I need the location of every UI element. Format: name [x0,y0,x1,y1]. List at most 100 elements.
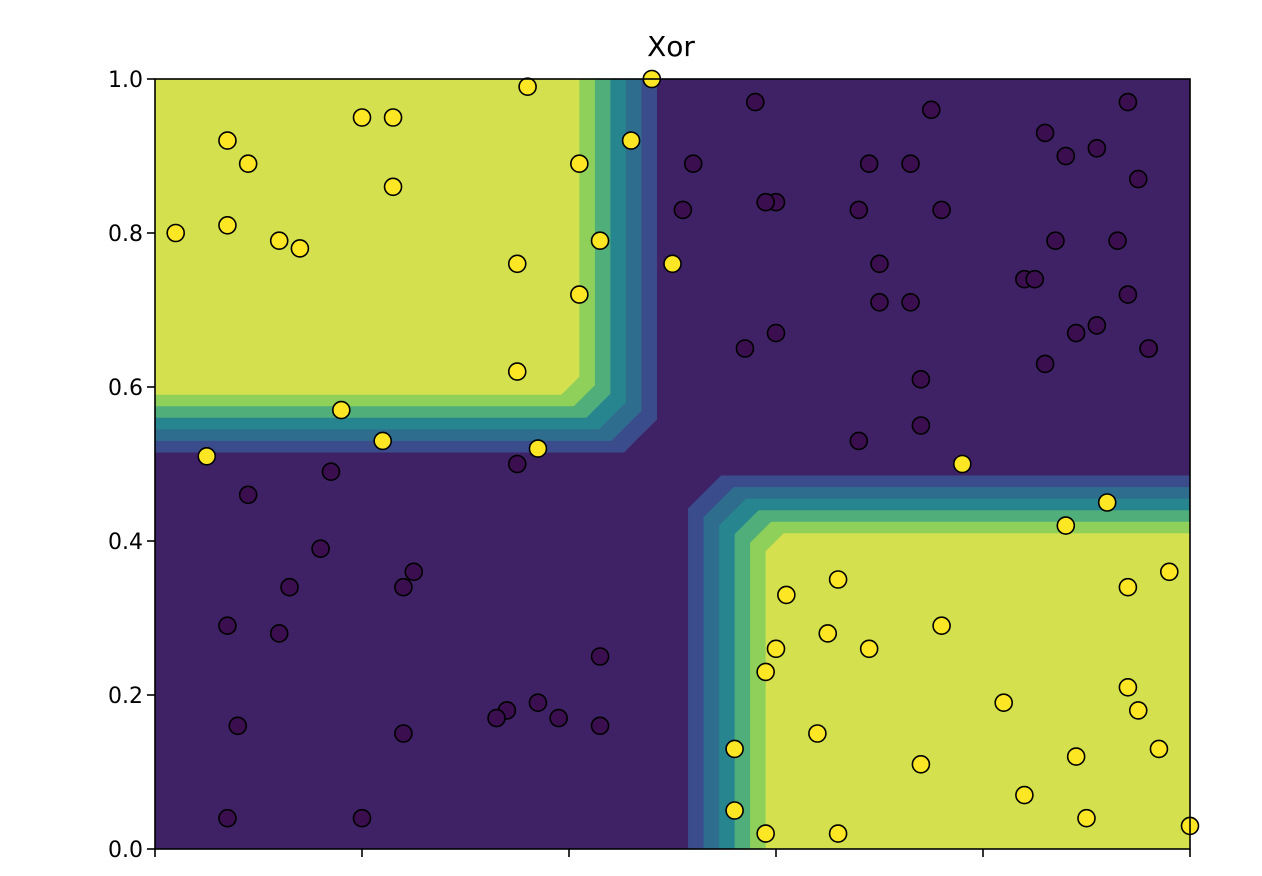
point-class-1 [1066,747,1086,766]
point-class-0 [280,577,299,597]
y-tick-label: 0.4 [108,530,143,555]
point-class-1 [1118,577,1138,597]
point-class-1 [828,824,848,843]
point-class-0 [911,416,931,435]
point-class-1 [818,624,838,643]
point-class-1 [218,131,237,150]
point-class-0 [528,693,548,713]
point-class-1 [218,216,237,235]
point-class-1 [621,131,641,150]
point-class-1 [383,177,403,197]
point-class-0 [870,254,889,274]
point-class-0 [590,716,610,736]
point-class-1 [1097,493,1117,512]
point-class-1 [859,639,879,659]
point-class-0 [735,339,755,358]
point-class-0 [1128,169,1148,189]
point-class-1 [528,439,548,458]
point-class-1 [756,824,775,843]
point-class-0 [1108,231,1127,250]
point-class-0 [870,292,889,312]
point-class-0 [932,200,951,220]
point-class-0 [311,539,330,559]
point-class-0 [756,192,775,212]
point-class-1 [1015,785,1034,805]
point-class-0 [549,708,568,728]
point-class-0 [507,454,527,474]
point-class-1 [994,693,1014,713]
point-class-0 [321,462,341,482]
point-class-0 [673,200,693,220]
point-class-1 [197,446,217,466]
point-class-0 [1118,285,1138,304]
point-class-0 [901,292,920,312]
point-class-0 [218,616,237,636]
point-class-1 [269,231,289,250]
point-class-1 [725,801,744,820]
point-class-0 [394,577,413,597]
point-class-1 [932,616,951,636]
point-class-0 [859,154,879,173]
point-class-0 [1056,146,1076,166]
point-class-1 [1149,739,1169,759]
point-class-0 [1087,316,1107,335]
scatter-points [166,69,1200,843]
point-class-1 [725,739,744,759]
point-class-1 [1160,562,1179,582]
y-tick-label: 0.0 [108,838,143,863]
point-class-1 [166,223,185,243]
point-class-1 [1128,701,1148,720]
point-class-0 [849,200,869,220]
point-class-0 [228,716,248,736]
axes: 0.0 0.2 0.4 0.6 0.8 1.0 [108,68,1191,863]
y-tick-label: 1.0 [108,68,143,93]
point-class-1 [352,108,372,127]
point-class-1 [518,77,537,96]
point-class-1 [238,154,258,173]
y-tick-label: 0.8 [108,222,143,247]
y-tick-label: 0.2 [108,684,143,709]
y-tick-label: 0.6 [108,376,143,401]
chart-title: Xor [647,30,695,63]
point-class-1 [590,231,610,250]
point-class-0 [683,154,703,173]
point-class-0 [1025,269,1045,289]
point-class-0 [1118,92,1138,112]
point-class-1 [808,724,827,743]
point-class-0 [921,100,941,120]
point-class-1 [1118,677,1138,697]
decision-surface [155,79,1190,849]
contour-band [765,533,1190,849]
point-class-1 [290,239,310,258]
point-class-0 [238,485,258,505]
point-class-0 [901,154,920,173]
point-class-1 [507,362,527,381]
point-class-0 [745,92,765,112]
point-class-0 [487,708,506,728]
point-class-1 [570,285,589,304]
point-class-0 [352,808,372,828]
point-class-1 [911,754,931,774]
point-class-1 [331,400,351,420]
point-class-0 [590,647,610,666]
point-class-1 [777,585,796,605]
point-class-1 [570,154,589,173]
point-class-0 [1066,323,1086,343]
point-class-0 [1035,123,1055,143]
point-class-0 [394,724,413,743]
point-class-0 [911,369,931,389]
point-class-1 [766,639,786,659]
point-class-0 [1035,354,1055,374]
point-class-1 [1056,516,1076,535]
point-class-1 [828,570,848,589]
point-class-1 [663,254,682,274]
point-class-0 [1139,339,1158,358]
point-class-1 [1077,808,1096,828]
point-class-0 [218,808,237,828]
point-class-1 [756,662,775,682]
contour-band [155,79,580,395]
plot-frame [154,78,1191,850]
point-class-0 [269,624,289,643]
point-class-0 [1087,139,1107,158]
